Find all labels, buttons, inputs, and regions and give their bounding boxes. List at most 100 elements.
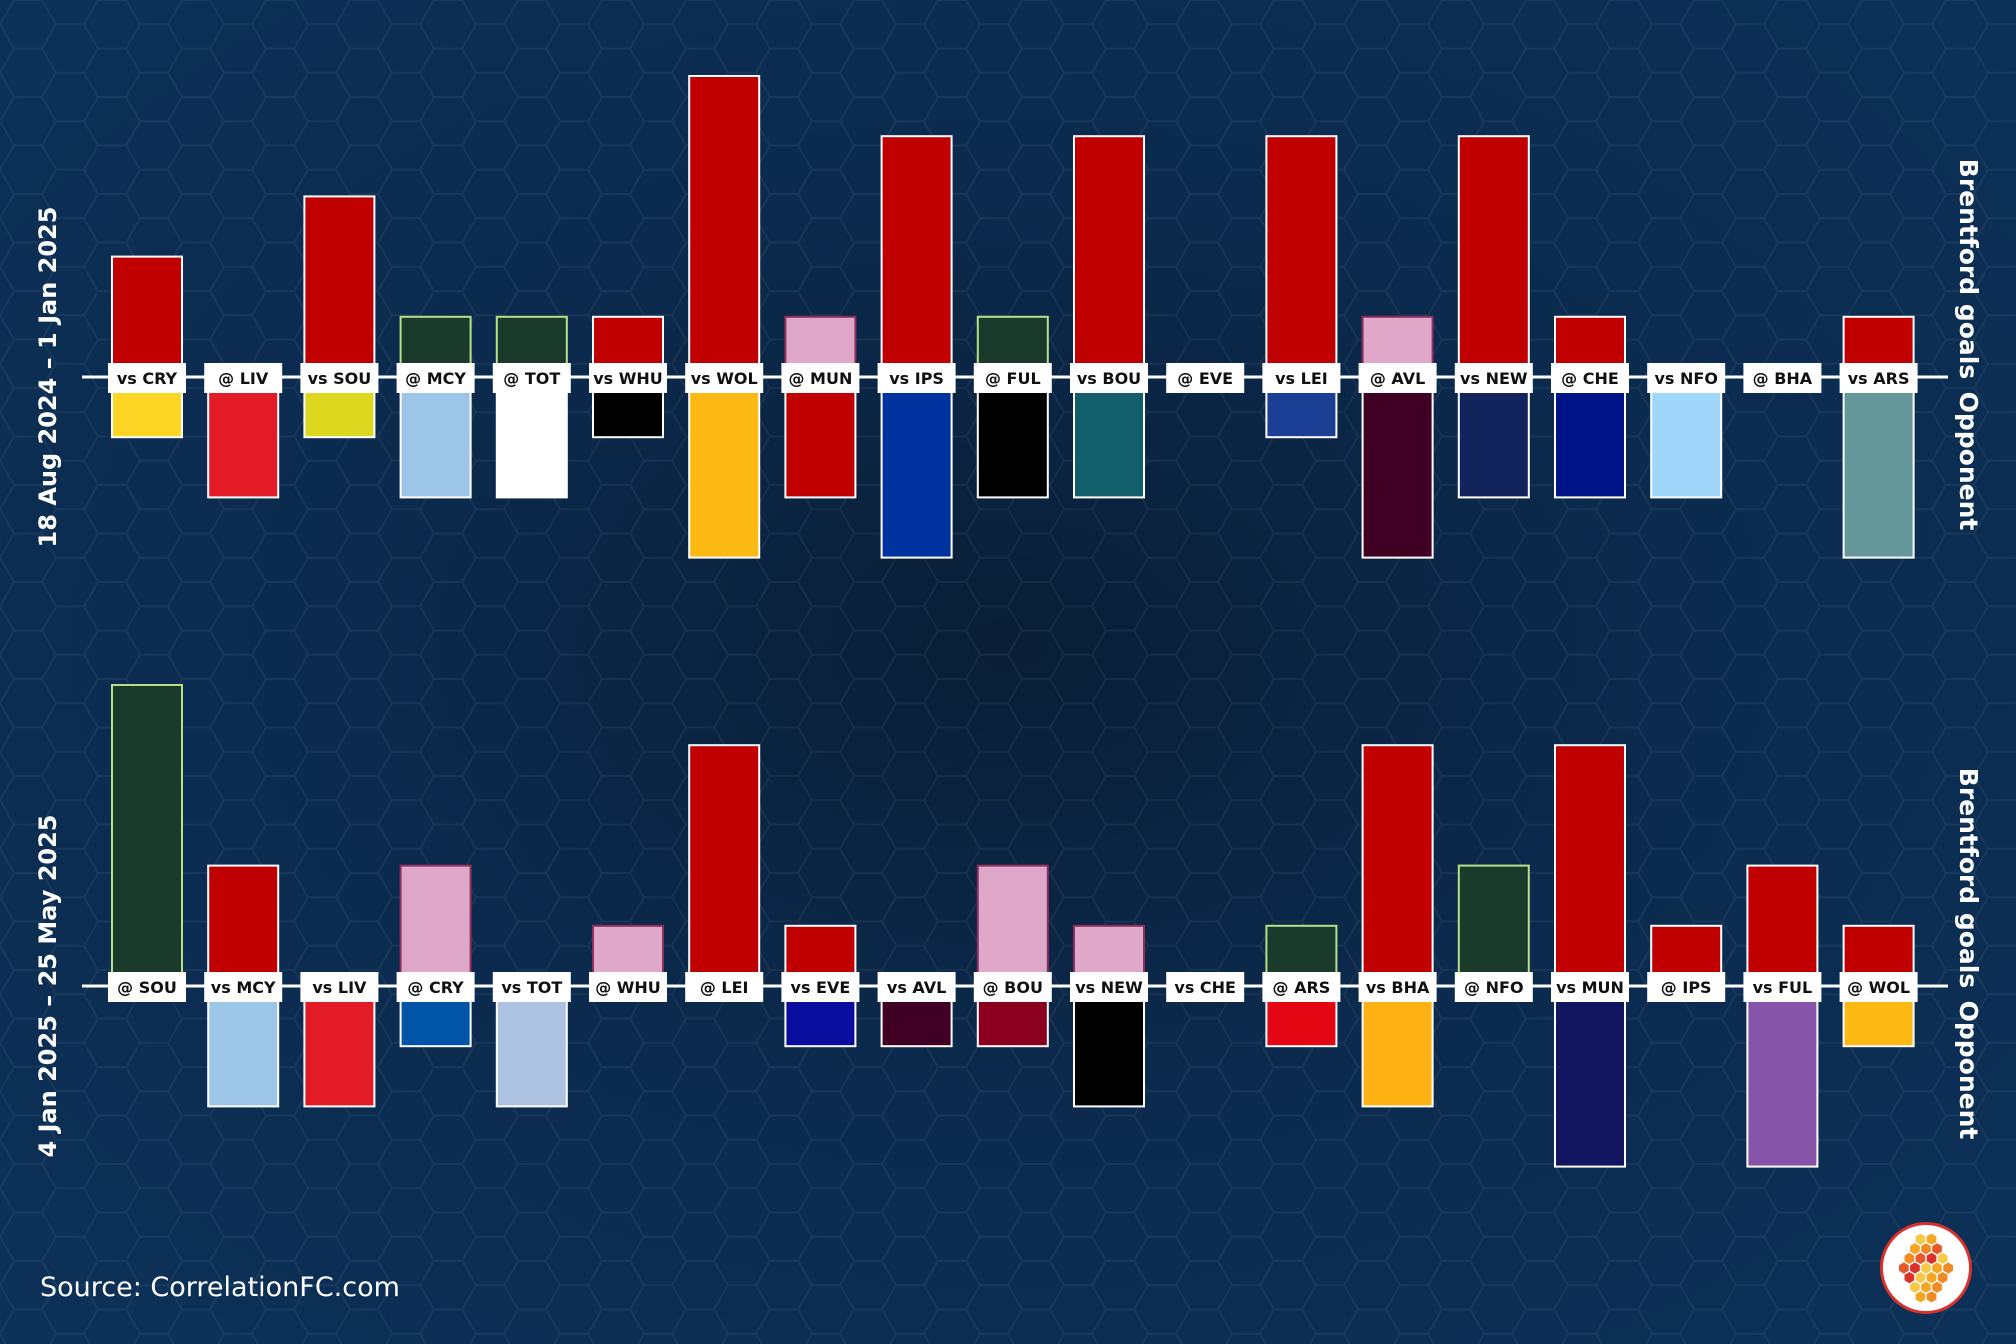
match-label: @ LEI [700, 978, 749, 997]
match-label-box [1262, 972, 1341, 1002]
match-label: @ TOT [503, 369, 560, 388]
match-label-box [1358, 972, 1437, 1002]
logo-hex-cell [1899, 1262, 1909, 1274]
opponent-label: Opponent [1954, 392, 1983, 531]
opponent-goals-bar [1746, 985, 1819, 1168]
match-label: @ EVE [1177, 369, 1233, 388]
match-label-box [1743, 972, 1822, 1002]
match-label: vs SOU [308, 369, 372, 388]
chart-panel-1: vs CRY @ LIV vs SOU @ MCY @ TOT vs WHU vs WOL @… [34, 75, 1983, 559]
honeycomb-logo-icon [1880, 1222, 1972, 1314]
opponent-goals-bar [399, 376, 472, 499]
match-label-box [492, 363, 571, 393]
brentford-goals-bar [399, 864, 472, 987]
brentford-goals-bar [303, 195, 376, 378]
logo-hex-cell [1926, 1252, 1937, 1264]
match-label: @ AVL [1370, 369, 1425, 388]
brentford-goals-bar [1265, 135, 1338, 378]
match-label-box [589, 972, 667, 1002]
match-label-box [685, 363, 764, 393]
match-label-box [396, 972, 475, 1002]
brentford-goals-bar [880, 135, 953, 378]
match-label-box [1454, 972, 1533, 1002]
logo-hex-cell [1932, 1243, 1942, 1255]
logo-hex-cell [1915, 1233, 1926, 1245]
brentford-goals-bar [1554, 744, 1626, 988]
match-label-box [1839, 972, 1918, 1002]
logo-hex-cell [1943, 1262, 1953, 1274]
match-label-box [781, 972, 860, 1002]
match-label: vs FUL [1753, 978, 1813, 997]
match-label: vs IPS [889, 369, 944, 388]
match-label: @ WOL [1847, 978, 1910, 997]
match-label-box [973, 363, 1052, 393]
logo-hex-cell [1904, 1272, 1915, 1284]
match-label: vs NEW [1075, 978, 1143, 997]
logo-hex-cell [1910, 1262, 1920, 1274]
match-label: vs LIV [312, 978, 367, 997]
match-label-box [1743, 363, 1822, 393]
logo-hex-cell [1921, 1243, 1931, 1255]
match-label-box [1166, 363, 1245, 393]
opponent-goals-bar [688, 376, 761, 559]
logo-hex-cell [1921, 1281, 1931, 1293]
opponent-goals-bar [495, 985, 568, 1108]
match-label: vs LEI [1275, 369, 1328, 388]
match-label-box [1551, 363, 1629, 393]
logo-hex-cell [1937, 1272, 1948, 1284]
logo-hex-cell [1915, 1252, 1926, 1264]
brentford-goals-bar [688, 744, 761, 988]
period-label: 18 Aug 2024 – 1 Jan 2025 [34, 207, 62, 548]
match-label: @ IPS [1661, 978, 1712, 997]
match-label: @ FUL [985, 369, 1041, 388]
match-label-box [300, 972, 379, 1002]
logo-hex-cell [1937, 1252, 1948, 1264]
match-label: @ BHA [1753, 369, 1813, 388]
brentford-goals-bar [1073, 135, 1145, 378]
period-label: 4 Jan 2025 – 25 May 2025 [34, 814, 62, 1157]
match-label-box [1070, 972, 1148, 1002]
brentford-goals-label: Brentford goals [1954, 768, 1983, 988]
match-label-box [685, 972, 764, 1002]
match-label: vs NFO [1654, 369, 1717, 388]
match-label-box [1262, 363, 1341, 393]
match-label-box [204, 363, 283, 393]
opponent-goals-bar [1842, 376, 1915, 559]
match-label: @ NFO [1464, 978, 1524, 997]
opponent-goals-bar [976, 376, 1049, 499]
match-label-box [781, 363, 860, 393]
brentford-goals-bar [976, 864, 1049, 987]
opponent-goals-bar [495, 376, 568, 499]
opponent-goals-bar [1457, 376, 1530, 499]
opponent-goals-bar [784, 376, 857, 499]
match-label: vs CRY [117, 369, 178, 388]
match-label-box [877, 363, 956, 393]
opponent-goals-bar [880, 376, 953, 559]
match-label-box [1166, 972, 1245, 1002]
match-label: @ BOU [983, 978, 1043, 997]
source-credit: Source: CorrelationFC.com [40, 1272, 400, 1303]
match-label-box [300, 363, 379, 393]
logo-hex-cell [1915, 1291, 1926, 1303]
opponent-goals-bar [1361, 985, 1434, 1108]
logo-hex-cell [1910, 1243, 1920, 1255]
match-label: vs WHU [593, 369, 663, 388]
match-label: vs NEW [1460, 369, 1528, 388]
match-label: vs BOU [1077, 369, 1141, 388]
match-label: @ CRY [407, 978, 464, 997]
chart-panel-2: @ SOU vs MCY vs LIV @ CRY vs TOT @ WHU @ LEI vs… [34, 684, 1983, 1168]
opponent-goals-bar [1650, 376, 1723, 499]
logo-hex-cell [1932, 1281, 1942, 1293]
opponent-goals-bar [1073, 376, 1145, 499]
opponent-goals-bar [303, 985, 376, 1108]
match-label: vs CHE [1174, 978, 1236, 997]
logo-hex-cell [1921, 1262, 1931, 1274]
opponent-goals-bar [1554, 985, 1626, 1168]
brentford-goals-bar [111, 255, 183, 379]
match-label-box [1647, 972, 1726, 1002]
match-label-box [589, 363, 667, 393]
match-label-box [1839, 363, 1918, 393]
opponent-goals-bar [1554, 376, 1626, 499]
opponent-goals-bar [207, 376, 280, 499]
